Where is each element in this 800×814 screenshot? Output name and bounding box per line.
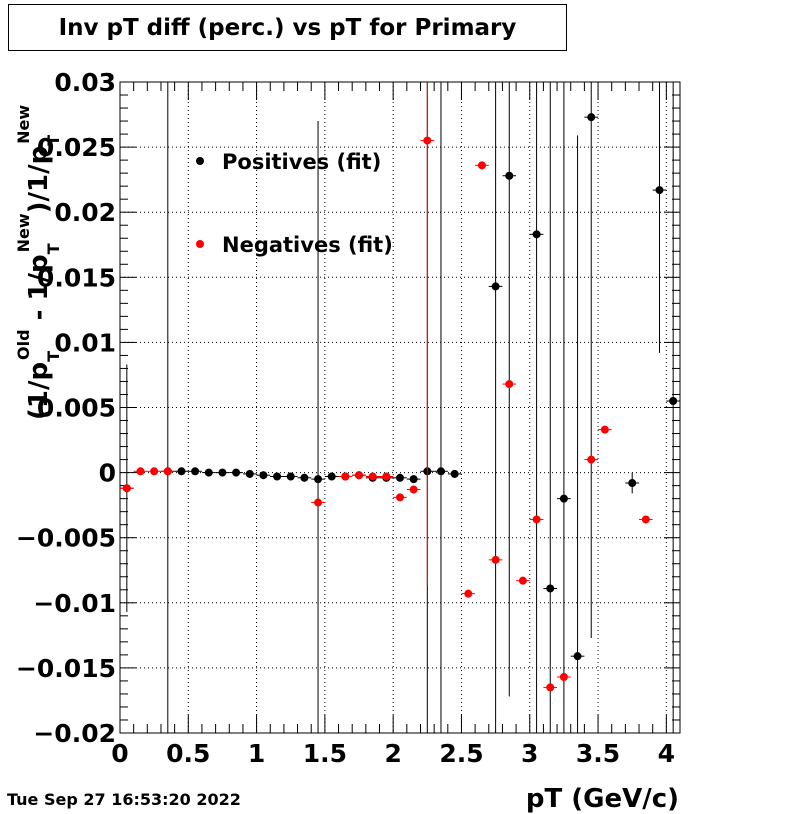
positives-data-point	[505, 171, 514, 180]
negatives-data-point	[136, 467, 145, 476]
y-tick-label: 0.015	[37, 263, 116, 292]
y-tick-label: 0.03	[54, 68, 116, 97]
y-tick-label: 0.02	[54, 198, 116, 227]
chart-title: Inv pT diff (perc.) vs pT for Primary	[8, 4, 567, 51]
positives-data-point	[273, 472, 282, 481]
legend-label-positives: Positives (fit)	[222, 150, 381, 174]
positives-data-point	[655, 186, 664, 195]
negatives-data-point	[518, 576, 527, 585]
legend-marker-negatives	[196, 240, 204, 248]
y-axis-title: (1/pTOld - 1/pTNew)/1/pTNew	[14, 105, 63, 420]
negatives-data-point	[477, 161, 486, 170]
x-tick-label: 3	[521, 739, 538, 768]
positives-data-point	[191, 467, 200, 476]
y-tick-label: 0.01	[54, 328, 116, 357]
negatives-data-point	[341, 472, 350, 481]
negatives-data-point	[163, 467, 172, 476]
negatives-data-point	[587, 455, 596, 464]
positives-data-point	[669, 396, 678, 405]
positives-data-point	[286, 472, 295, 481]
y-tick-label: 0.025	[37, 133, 116, 162]
y-tick-label: −0.01	[33, 589, 116, 618]
positives-data-point	[232, 468, 241, 477]
positives-data-point	[628, 479, 637, 488]
positives-data-point	[436, 467, 445, 476]
positives-data-point	[491, 282, 500, 291]
y-tick-label: −0.015	[16, 654, 116, 683]
axis-ticks	[119, 81, 680, 734]
negatives-data-point	[396, 493, 404, 502]
y-tick-labels: 0.03 0.025 0.02 0.015 0.01 0.005 0 −0.005 −0.01 −…	[16, 68, 116, 748]
x-tick-labels: 0 0.5 1 1.5 2 2.5 3 3.5 4	[111, 739, 675, 768]
negatives-data-point	[122, 484, 131, 493]
legend-label-negatives: Negatives (fit)	[222, 233, 393, 257]
x-tick-label: 2	[384, 739, 401, 768]
y-tick-label: 0.005	[37, 394, 116, 423]
x-tick-label: 0.5	[166, 739, 210, 768]
legend-marker-positives	[196, 157, 204, 165]
grid-lines	[120, 82, 680, 733]
y-tick-label: −0.02	[33, 719, 116, 748]
positives-data-point	[587, 113, 596, 122]
x-tick-label: 3.5	[576, 739, 620, 768]
positives-data-point	[573, 652, 582, 661]
positives-data-point	[450, 469, 459, 478]
x-axis-title: pT (GeV/c)	[526, 784, 679, 814]
positives-data-point	[409, 475, 418, 484]
negatives-data-point	[559, 673, 568, 682]
x-tick-label: 2.5	[439, 739, 483, 768]
positives-data-point	[396, 473, 404, 482]
y-tick-label: 0	[99, 459, 116, 488]
x-tick-label: 4	[658, 739, 675, 768]
negatives-data-point	[641, 515, 650, 524]
negatives-data-point	[546, 683, 555, 692]
positives-data-point	[559, 494, 568, 503]
negatives-data-point	[423, 136, 432, 145]
negatives-data-point	[409, 485, 418, 494]
negatives-data-point	[355, 471, 364, 480]
negatives-data-point	[150, 467, 159, 476]
positives-data-point	[314, 475, 323, 484]
negatives-data-point	[491, 555, 500, 564]
negatives-data-point	[532, 515, 541, 524]
x-tick-label: 0	[111, 739, 128, 768]
x-tick-label: 1	[248, 739, 265, 768]
positives-data-point	[546, 584, 555, 593]
positives-data-point	[245, 469, 254, 478]
timestamp: Tue Sep 27 16:53:20 2022	[7, 790, 241, 809]
positives-data-point	[327, 472, 336, 481]
negatives-data-point	[464, 589, 473, 598]
positives-data-point	[532, 230, 541, 239]
legend: Positives (fit) Negatives (fit)	[196, 150, 393, 257]
negatives-data-point	[600, 425, 609, 434]
x-tick-label: 1.5	[303, 739, 347, 768]
negatives-data-point	[368, 472, 377, 481]
positives-data-point	[177, 467, 186, 476]
positives-data-point	[218, 468, 227, 477]
negatives-data-point	[382, 472, 391, 481]
positives-data-point	[204, 468, 213, 477]
y-tick-label: −0.005	[16, 524, 116, 553]
positives-data-point	[300, 473, 309, 482]
data-marks	[120, 82, 680, 733]
positives-data-point	[259, 471, 268, 480]
negatives-data-point	[314, 498, 323, 507]
negatives-data-point	[505, 380, 514, 389]
